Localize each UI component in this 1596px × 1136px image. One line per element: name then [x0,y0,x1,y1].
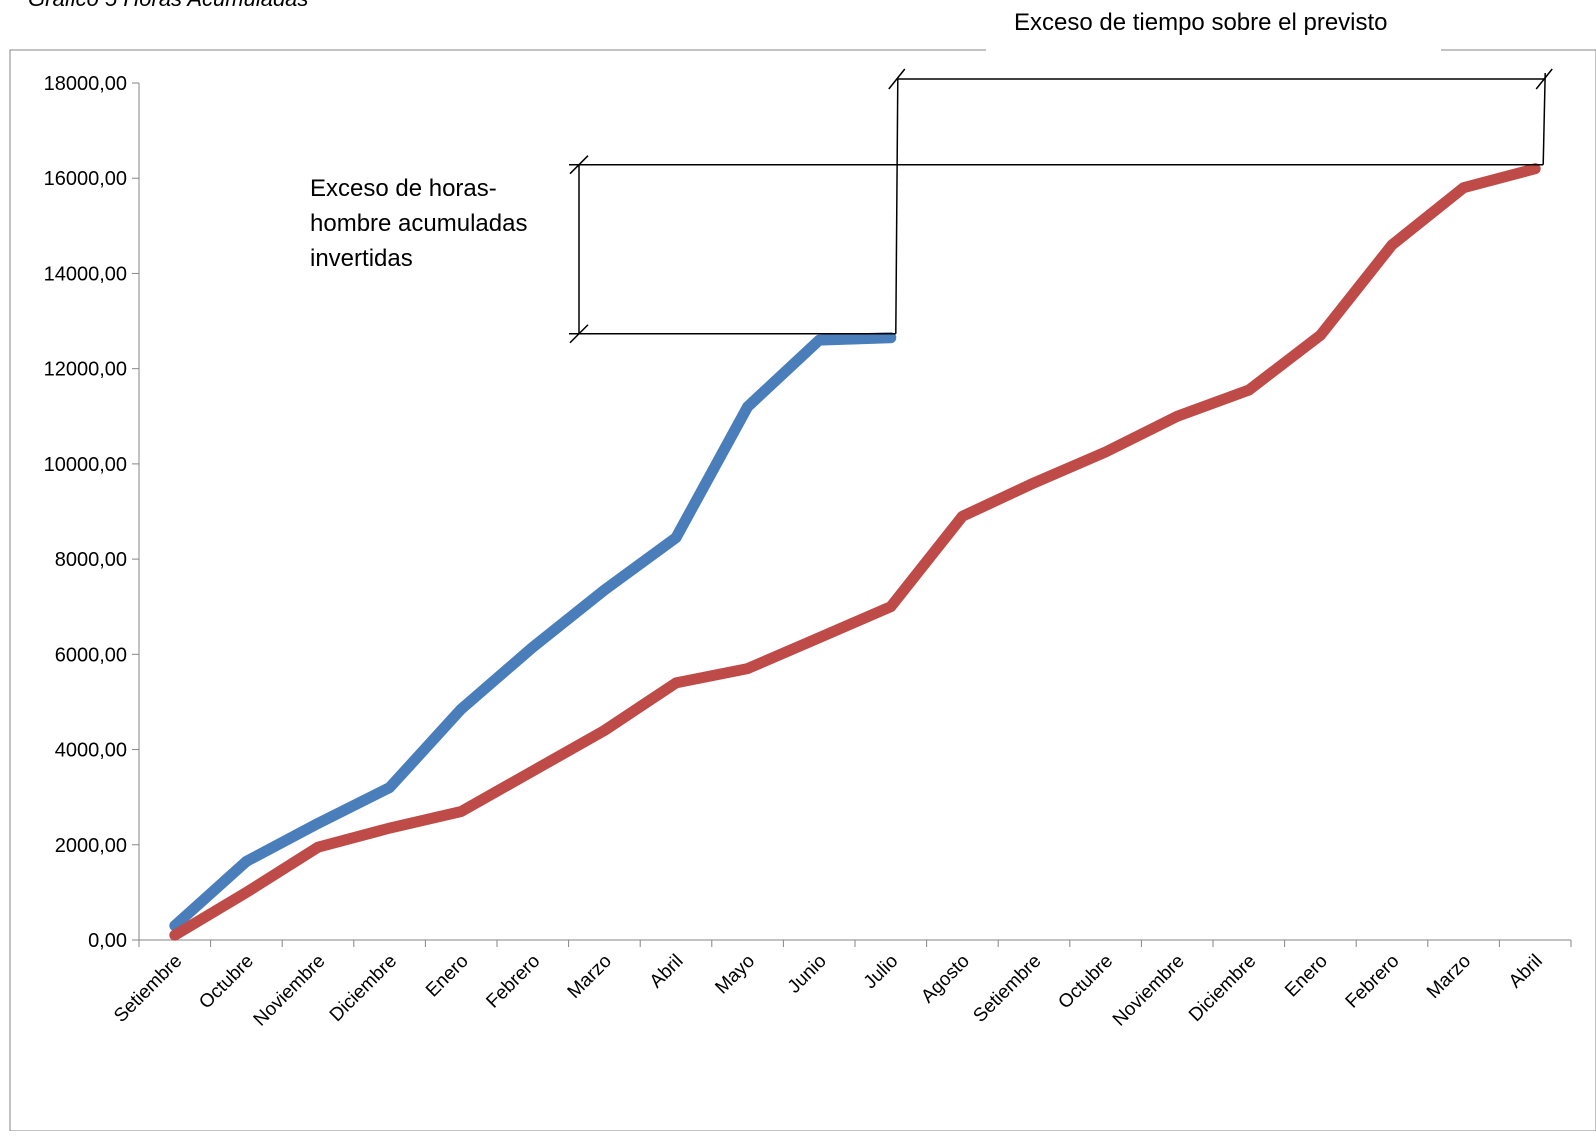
frame-gap [986,45,1441,57]
y-tick-label: 10000,00 [44,454,127,476]
y-tick-label: 4000,00 [55,740,127,762]
hours-excess-label-line2: hombre acumuladas [310,210,527,237]
y-tick-label: 2000,00 [55,835,127,857]
y-tick-label: 18000,00 [44,73,127,95]
y-tick-label: 8000,00 [55,549,127,571]
y-tick-label: 12000,00 [44,359,127,381]
y-tick-label: 16000,00 [44,168,127,190]
y-tick-label: 0,00 [88,930,127,952]
hours-excess-label-line1: Exceso de horas- [310,175,497,202]
hours-excess-label-line3: invertidas [310,245,413,272]
time-excess-label: Exceso de tiempo sobre el previsto [1014,9,1388,36]
y-tick-label: 14000,00 [44,263,127,285]
chart-caption: Gráfico 5 Horas Acumuladas [28,0,308,11]
y-tick-label: 6000,00 [55,644,127,666]
